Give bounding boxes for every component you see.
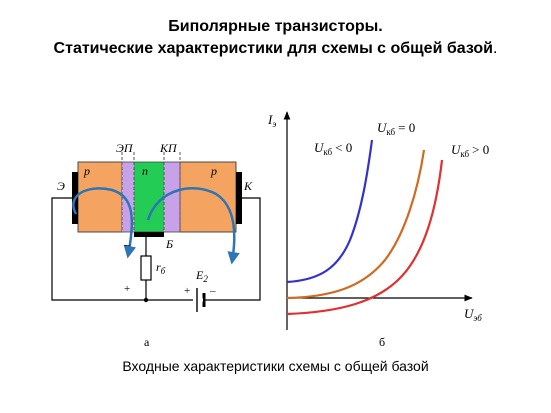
label-collector-junction: КП — [159, 141, 178, 155]
x-axis-subscript: эб — [473, 313, 482, 323]
diagram-a-label: а — [144, 335, 150, 349]
curve-label-zero: Uкб = 0 — [377, 120, 415, 137]
curve-pos-condition: > 0 — [472, 142, 489, 157]
title-line-2-text: Статические характеристики для схемы с о… — [53, 40, 493, 57]
characteristics-plot: Iэ Uэб Uкб < 0 Uкб = 0 Uкб > 0 б — [267, 111, 489, 349]
source-symbol: E — [195, 268, 204, 282]
curve-label-negative: Uкб < 0 — [314, 140, 352, 157]
label-resistor: rб — [156, 260, 166, 276]
title-line-1: Биполярные транзисторы. — [168, 18, 383, 35]
transistor-diagram: ЭП КП p n p Э К Б – + rб E2 + – а — [51, 141, 261, 349]
curve-neg-symbol: U — [314, 140, 325, 155]
y-axis-label: Iэ — [267, 112, 276, 129]
circuit-wire — [51, 197, 261, 301]
label-p-right: p — [210, 164, 217, 178]
p-region-right — [179, 161, 237, 233]
curve-zero-condition: = 0 — [398, 120, 415, 135]
resistor-symbol: r — [156, 260, 161, 274]
curve-pos-symbol: U — [451, 142, 462, 157]
n-region — [134, 162, 164, 232]
curve-ukb-zero — [286, 149, 426, 300]
label-source: E2 — [195, 268, 208, 284]
collector-junction-layer — [164, 162, 180, 232]
label-emitter-junction: ЭП — [116, 141, 134, 155]
curve-zero-subscript: кб — [386, 127, 395, 137]
base-node — [143, 297, 149, 303]
curve-zero-symbol: U — [377, 120, 388, 135]
curve-ukb-positive — [286, 159, 444, 316]
curve-neg-condition: < 0 — [335, 140, 352, 155]
p-region-left — [77, 161, 123, 233]
collector-contact — [236, 172, 242, 224]
diagram-b-label: б — [379, 335, 385, 349]
x-axis-symbol: U — [464, 306, 475, 321]
label-emitter: Э — [57, 179, 65, 193]
x-axis-label: Uэб — [464, 306, 482, 323]
carrier-arrow-right — [146, 187, 240, 265]
y-axis-symbol: I — [267, 112, 273, 127]
source-subscript: 2 — [203, 274, 208, 284]
title-line-2-period: . — [493, 40, 498, 57]
curve-ukb-negative — [286, 139, 374, 284]
y-axis-subscript: э — [272, 119, 276, 129]
resistor-subscript: б — [161, 266, 166, 276]
slide-title: Биполярные транзисторы. Статические хара… — [0, 16, 551, 60]
curve-pos-subscript: кб — [460, 149, 469, 159]
label-collector: К — [243, 179, 253, 193]
caption: Входные характеристики схемы с общей баз… — [122, 358, 429, 374]
label-p-left: p — [83, 164, 90, 178]
curve-neg-subscript: кб — [323, 147, 332, 157]
label-source-minus: – — [209, 285, 216, 297]
base-contact — [134, 232, 164, 237]
label-base-plus: + — [124, 283, 130, 295]
base-resistor — [140, 255, 152, 281]
label-base: Б — [165, 237, 173, 251]
label-n: n — [142, 164, 148, 178]
curve-label-positive: Uкб > 0 — [451, 142, 489, 159]
title-line-2: Статические характеристики для схемы с о… — [0, 38, 551, 60]
label-base-minus: – — [123, 237, 131, 251]
label-source-plus: + — [184, 285, 190, 297]
carrier-arrow-left — [72, 187, 137, 259]
